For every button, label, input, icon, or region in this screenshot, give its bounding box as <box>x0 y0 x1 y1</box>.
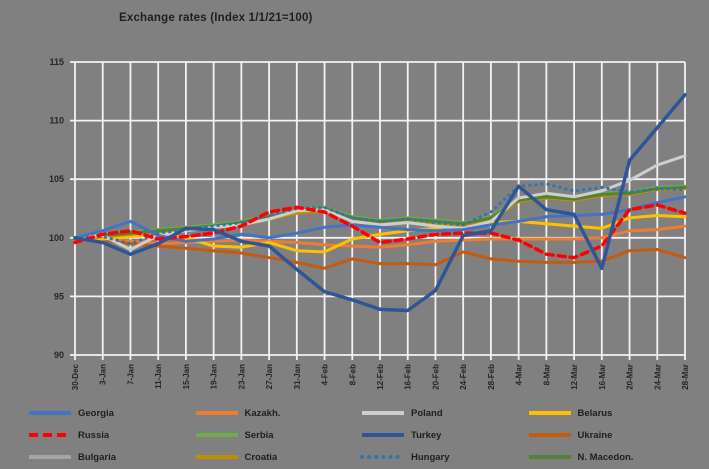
legend-label-bulgaria: Bulgaria <box>78 451 117 463</box>
x-tick-label: 20-Feb <box>431 364 440 390</box>
legend-item-russia: Russia <box>26 430 193 441</box>
legend-marker-n-macedon <box>528 455 571 459</box>
x-tick-label: 12-Mar <box>570 364 579 390</box>
legend-label-turkey: Turkey <box>411 429 442 441</box>
y-tick-label: 110 <box>49 116 64 126</box>
x-tick-label: 11-Jan <box>154 364 163 389</box>
x-tick-label: 24-Feb <box>459 364 468 390</box>
legend-marker-bulgaria <box>29 455 71 459</box>
legend-item-croatia: Croatia <box>193 452 360 463</box>
legend-label-hungary: Hungary <box>411 451 450 463</box>
series-line-turkey <box>73 93 687 313</box>
series-line-hungary <box>73 182 687 246</box>
legend-item-poland: Poland <box>359 408 526 419</box>
legend-label-ukraine: Ukraine <box>577 429 613 441</box>
series-line-ukraine <box>73 236 687 270</box>
x-tick-label: 3-Jan <box>99 364 108 385</box>
legend-marker-serbia <box>195 433 238 437</box>
legend-item-kazakh: Kazakh. <box>193 408 360 419</box>
series-line-georgia <box>73 195 687 243</box>
legend-item-n-macedon: N. Macedon. <box>526 452 693 463</box>
legend-label-croatia: Croatia <box>244 451 278 463</box>
x-tick-label: 8-Feb <box>348 364 357 385</box>
series-line-russia <box>73 203 687 260</box>
y-tick-label: 100 <box>49 233 64 243</box>
legend-marker-georgia <box>29 411 71 415</box>
x-tick-label: 24-Mar <box>653 364 662 390</box>
legend-item-belarus: Belarus <box>526 408 693 419</box>
legend-marker-hungary <box>360 455 406 459</box>
x-tick-label: 4-Mar <box>515 364 524 385</box>
x-tick-label: 4-Feb <box>321 364 330 385</box>
x-tick-label: 20-Mar <box>626 364 635 390</box>
legend-item-serbia: Serbia <box>193 430 360 441</box>
legend: Georgia Kazakh. Poland Belarus Russia Serbia T… <box>26 402 692 468</box>
y-tick-label: 95 <box>54 291 64 301</box>
y-tick-label: 105 <box>49 174 64 184</box>
legend-marker-croatia <box>195 455 238 459</box>
x-tick-label: 8-Mar <box>542 364 551 385</box>
legend-label-belarus: Belarus <box>577 407 613 419</box>
legend-marker-russia <box>29 433 71 437</box>
x-tick-label: 23-Jan <box>237 364 246 389</box>
x-tick-label: 12-Feb <box>376 364 385 390</box>
x-tick-label: 16-Mar <box>598 364 607 390</box>
legend-item-hungary: Hungary <box>359 452 526 463</box>
legend-marker-ukraine <box>528 433 571 437</box>
legend-marker-belarus <box>528 411 571 415</box>
legend-marker-poland <box>362 411 404 415</box>
x-tick-label: 7-Jan <box>126 364 135 385</box>
y-tick-label: 115 <box>49 57 64 67</box>
legend-label-russia: Russia <box>78 429 110 441</box>
x-tick-label: 28-Feb <box>487 364 496 390</box>
x-tick-label: 19-Jan <box>210 364 219 389</box>
x-tick-label: 15-Jan <box>182 364 191 389</box>
legend-item-georgia: Georgia <box>26 408 193 419</box>
x-tick-label: 31-Jan <box>293 364 302 389</box>
legend-label-poland: Poland <box>411 407 443 419</box>
legend-label-georgia: Georgia <box>78 407 114 419</box>
x-tick-label: 28-Mar <box>681 364 690 390</box>
legend-marker-turkey <box>362 433 404 437</box>
legend-label-kazakh: Kazakh. <box>244 407 281 419</box>
x-tick-label: 27-Jan <box>265 364 274 389</box>
legend-label-serbia: Serbia <box>244 429 274 441</box>
legend-item-ukraine: Ukraine <box>526 430 693 441</box>
legend-label-n-macedon: N. Macedon. <box>577 451 634 463</box>
chart-title: Exchange rates (Index 1/1/21=100) <box>119 12 313 24</box>
y-tick-label: 90 <box>54 350 64 360</box>
legend-item-bulgaria: Bulgaria <box>26 452 193 463</box>
x-tick-label: 30-Dec <box>71 363 80 390</box>
legend-marker-kazakh <box>195 411 238 415</box>
x-tick-label: 16-Feb <box>404 364 413 390</box>
legend-item-turkey: Turkey <box>359 430 526 441</box>
series-line-kazakh <box>73 224 687 249</box>
